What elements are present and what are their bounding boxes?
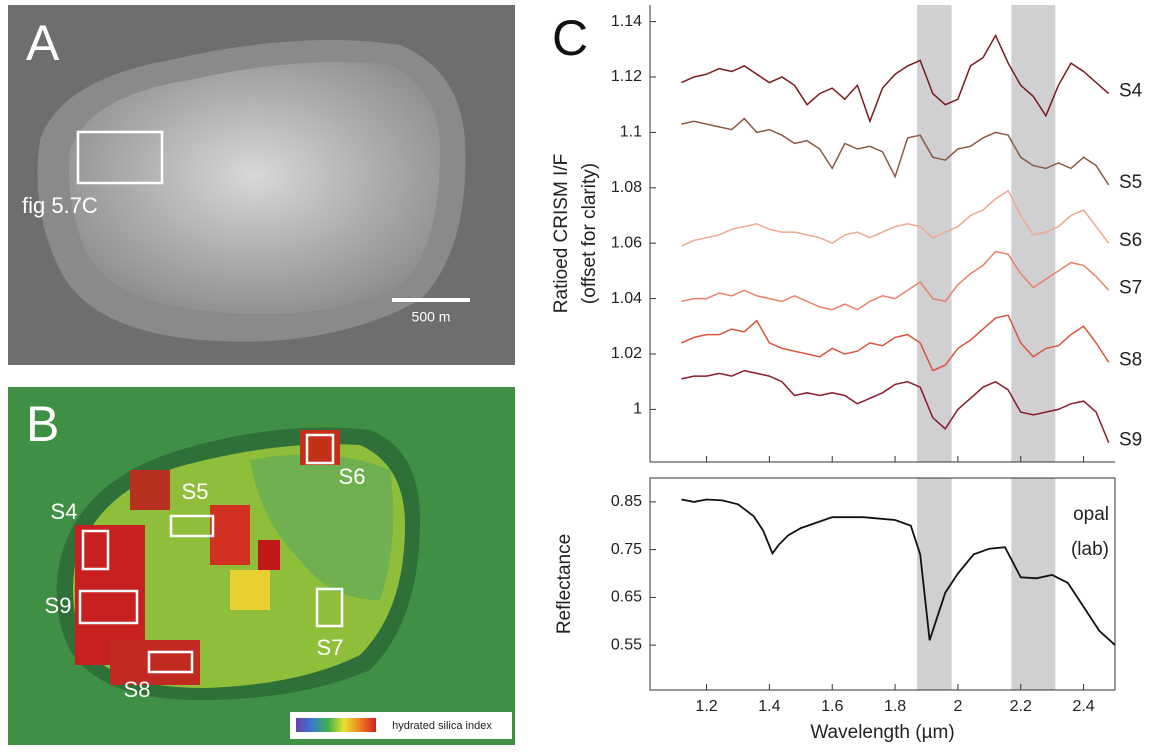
annotation: opal: [1073, 504, 1109, 525]
colorbar: [296, 718, 376, 732]
site-box: [147, 650, 194, 674]
spectrum-line: [681, 117, 1110, 186]
spectrum-line: [681, 369, 1110, 443]
series-label: S6: [1119, 230, 1142, 251]
y-tick-label: 0.85: [611, 493, 642, 510]
series-label: S4: [1119, 81, 1143, 102]
site-label: S5: [182, 479, 209, 504]
y-tick-label: 0.75: [611, 541, 642, 558]
panel-label: A: [26, 15, 60, 71]
crater-floor: [69, 62, 440, 315]
y-axis-label: Ratioed CRISM I/F: [551, 154, 572, 313]
spectrum-line: [681, 33, 1110, 124]
panel-label: C: [552, 10, 588, 66]
y-axis-label: (offset for clarity): [579, 163, 600, 304]
plot-frame: [649, 477, 1116, 691]
region-box: [76, 130, 164, 185]
site-label: S4: [51, 499, 78, 524]
y-tick-label: 1.14: [611, 13, 642, 30]
silica-patch: [130, 470, 170, 510]
absorption-band: [917, 5, 952, 462]
site-box: [78, 589, 139, 625]
x-tick-label: 2.2: [1010, 698, 1032, 715]
site-box: [305, 433, 335, 465]
series-label: S5: [1119, 172, 1142, 193]
panel-a: A fig 5.7C 500 m: [8, 5, 515, 365]
site-box: [315, 587, 344, 628]
y-axis-label: Reflectance: [554, 534, 575, 634]
y-tick-label: 1.02: [611, 345, 642, 362]
absorption-band: [917, 478, 952, 690]
silica-patch: [210, 505, 250, 565]
y-tick-label: 1.12: [611, 68, 642, 85]
silica-patch: [110, 640, 200, 685]
box-label: fig 5.7C: [22, 193, 98, 218]
absorption-band: [1011, 478, 1056, 690]
y-tick-label: 1.04: [611, 290, 642, 307]
silica-patch: [230, 570, 270, 610]
floor-green: [250, 454, 394, 600]
scale-label: 500 m: [412, 309, 451, 325]
x-tick-label: 1.8: [884, 698, 906, 715]
panel-label: B: [26, 396, 59, 452]
series-label: S8: [1119, 349, 1142, 370]
x-axis-label: Wavelength (µm): [810, 722, 954, 743]
y-tick-label: 1.08: [611, 179, 642, 196]
site-box: [169, 514, 215, 538]
spectrum-line: [681, 314, 1110, 372]
x-tick-label: 1.4: [758, 698, 780, 715]
y-tick-label: 1: [633, 401, 642, 418]
series-label: S7: [1119, 277, 1142, 298]
spectrum-line: [681, 498, 1116, 646]
panel-b: B S4 S5 S6 S7 S8 S9 hydrated silica inde…: [8, 387, 515, 745]
silica-patch: [258, 540, 280, 570]
site-label: S9: [45, 593, 72, 618]
y-tick-label: 0.65: [611, 589, 642, 606]
site-label: S7: [317, 635, 344, 660]
x-tick-label: 1.2: [695, 698, 717, 715]
site-box: [81, 529, 110, 571]
x-tick-label: 1.6: [821, 698, 843, 715]
y-tick-label: 1.06: [611, 234, 642, 251]
annotation: (lab): [1071, 539, 1109, 560]
series-label: S9: [1119, 430, 1142, 451]
spectrum-line: [681, 250, 1110, 311]
spectrum-line: [681, 189, 1110, 247]
y-tick-label: 0.55: [611, 636, 642, 653]
colorbar-label: hydrated silica index: [392, 720, 492, 732]
y-tick-label: 1.1: [620, 124, 642, 141]
x-tick-label: 2: [953, 698, 962, 715]
site-label: S6: [339, 464, 366, 489]
site-label: S8: [124, 677, 151, 702]
x-tick-label: 2.4: [1072, 698, 1094, 715]
absorption-band: [1011, 5, 1056, 462]
